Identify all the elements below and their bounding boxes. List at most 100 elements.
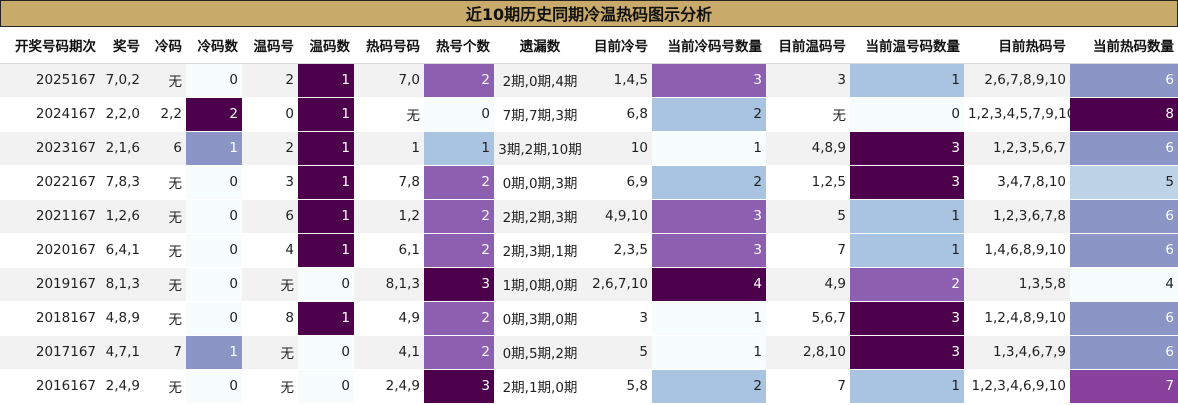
cell-draw-period: 2016167	[0, 369, 100, 404]
header-current-cold-count: 当前冷码号数量	[652, 27, 766, 64]
cell-cold-count: 0	[186, 369, 242, 404]
cell-current-cold-count: 3	[652, 63, 766, 98]
cell-current-warm-count: 1	[850, 233, 964, 268]
cell-cold-count: 0	[186, 233, 242, 268]
cell-warm-code: 3	[242, 165, 298, 200]
cell-current-hot: 1,2,3,6,7,8	[964, 199, 1070, 234]
cell-current-warm-count: 1	[850, 369, 964, 404]
cell-missing-count: 2期,1期,0期	[494, 369, 586, 404]
header-current-warm: 目前温码号	[766, 27, 850, 64]
cell-current-warm: 2,8,10	[766, 335, 850, 370]
cell-current-warm: 4,9	[766, 267, 850, 302]
cell-cold-count: 1	[186, 131, 242, 166]
cell-hot-count: 1	[424, 131, 494, 166]
cell-current-warm-count: 3	[850, 131, 964, 166]
cell-current-cold: 5	[586, 335, 652, 370]
cell-current-cold-count: 1	[652, 131, 766, 166]
cell-missing-count: 0期,3期,0期	[494, 301, 586, 336]
cell-current-cold: 5,8	[586, 369, 652, 404]
cell-cold-code: 无	[144, 369, 186, 404]
cell-cold-count: 0	[186, 199, 242, 234]
cell-current-cold: 4,9,10	[586, 199, 652, 234]
cell-missing-count: 2期,3期,1期	[494, 233, 586, 268]
cell-hot-code: 6,1	[354, 233, 424, 268]
header-hot-code: 热码号码	[354, 27, 424, 64]
cell-winning-number: 2,1,6	[100, 131, 144, 166]
cell-winning-number: 2,2,0	[100, 97, 144, 132]
cell-warm-count: 1	[298, 233, 354, 268]
header-current-hot: 目前热码号	[964, 27, 1070, 64]
cell-draw-period: 2025167	[0, 63, 100, 98]
cell-warm-code: 2	[242, 63, 298, 98]
header-current-warm-count: 当前温号码数量	[850, 27, 964, 64]
cell-draw-period: 2023167	[0, 131, 100, 166]
cell-current-cold-count: 3	[652, 233, 766, 268]
cell-current-hot-count: 5	[1070, 165, 1178, 200]
cell-winning-number: 1,2,6	[100, 199, 144, 234]
cell-current-warm: 1,2,5	[766, 165, 850, 200]
cell-hot-code: 4,1	[354, 335, 424, 370]
header-cold-count: 冷码数	[186, 27, 242, 64]
cell-current-cold-count: 2	[652, 165, 766, 200]
cell-hot-code: 7,0	[354, 63, 424, 98]
cell-draw-period: 2021167	[0, 199, 100, 234]
cell-warm-count: 0	[298, 335, 354, 370]
cell-hot-code: 1	[354, 131, 424, 166]
cell-hot-code: 1,2	[354, 199, 424, 234]
header-warm-count: 温码数	[298, 27, 354, 64]
cell-warm-code: 2	[242, 131, 298, 166]
cell-current-hot-count: 6	[1070, 199, 1178, 234]
table-row: 2021167 1,2,6 无 0 6 1 1,2 2 2期,2期,3期 4,9,10 3 5 1 1,2…	[0, 199, 1178, 234]
cell-current-warm: 7	[766, 369, 850, 404]
header-row: 开奖号码期次 奖号 冷码 冷码数 温码号 温码数 热码号码 热号个数 遗漏数 目前冷号 当前冷码号数…	[0, 27, 1178, 64]
cell-warm-code: 无	[242, 267, 298, 302]
cell-warm-code: 0	[242, 97, 298, 132]
cell-cold-count: 0	[186, 63, 242, 98]
table-row: 2024167 2,2,0 2,2 2 0 1 无 0 7期,7期,3期 6,8 2 无 0 1,2,3,…	[0, 97, 1178, 132]
cell-warm-code: 4	[242, 233, 298, 268]
table-body: 2025167 7,0,2 无 0 2 1 7,0 2 2期,0期,4期 1,4,5 3 3 1 2,6,…	[0, 63, 1178, 404]
cell-current-warm-count: 3	[850, 335, 964, 370]
analysis-table: 开奖号码期次 奖号 冷码 冷码数 温码号 温码数 热码号码 热号个数 遗漏数 目前冷号 当前冷码号数…	[0, 27, 1178, 404]
cell-winning-number: 8,1,3	[100, 267, 144, 302]
cell-warm-code: 8	[242, 301, 298, 336]
header-current-cold: 目前冷号	[586, 27, 652, 64]
cell-warm-code: 无	[242, 369, 298, 404]
table-row: 2025167 7,0,2 无 0 2 1 7,0 2 2期,0期,4期 1,4,5 3 3 1 2,6,…	[0, 63, 1178, 98]
cell-hot-count: 2	[424, 233, 494, 268]
cell-missing-count: 0期,5期,2期	[494, 335, 586, 370]
cell-hot-code: 8,1,3	[354, 267, 424, 302]
cell-current-cold: 6,9	[586, 165, 652, 200]
cell-current-warm: 5	[766, 199, 850, 234]
cell-cold-code: 无	[144, 199, 186, 234]
cell-missing-count: 1期,0期,0期	[494, 267, 586, 302]
table-row: 2023167 2,1,6 6 1 2 1 1 1 3期,2期,10期 10 1 4,8,9 3 1,2,…	[0, 131, 1178, 166]
cell-current-warm: 4,8,9	[766, 131, 850, 166]
cell-cold-count: 1	[186, 335, 242, 370]
header-current-hot-count: 当前热码数量	[1070, 27, 1178, 64]
cell-current-warm: 无	[766, 97, 850, 132]
cell-warm-count: 1	[298, 199, 354, 234]
cell-missing-count: 2期,2期,3期	[494, 199, 586, 234]
cell-current-hot-count: 6	[1070, 233, 1178, 268]
table-row: 2017167 4,7,1 7 1 无 0 4,1 2 0期,5期,2期 5 1 2,8,10 3 1,3…	[0, 335, 1178, 370]
cell-current-warm-count: 1	[850, 63, 964, 98]
cell-winning-number: 6,4,1	[100, 233, 144, 268]
header-cold-code: 冷码	[144, 27, 186, 64]
cell-hot-code: 4,9	[354, 301, 424, 336]
cell-current-hot-count: 6	[1070, 335, 1178, 370]
cell-current-hot: 1,4,6,8,9,10	[964, 233, 1070, 268]
cell-current-hot-count: 6	[1070, 63, 1178, 98]
cell-hot-code: 7,8	[354, 165, 424, 200]
cell-current-cold-count: 2	[652, 369, 766, 404]
cell-draw-period: 2019167	[0, 267, 100, 302]
cell-winning-number: 4,7,1	[100, 335, 144, 370]
cell-current-hot: 1,2,3,5,6,7	[964, 131, 1070, 166]
cell-current-hot: 1,3,5,8	[964, 267, 1070, 302]
cell-cold-count: 0	[186, 165, 242, 200]
table-row: 2019167 8,1,3 无 0 无 0 8,1,3 3 1期,0期,0期 2,6,7,10 4 4…	[0, 267, 1178, 302]
cell-cold-code: 无	[144, 63, 186, 98]
cell-winning-number: 7,8,3	[100, 165, 144, 200]
cell-current-hot: 1,2,3,4,6,9,10	[964, 369, 1070, 404]
header-winning-number: 奖号	[100, 27, 144, 64]
